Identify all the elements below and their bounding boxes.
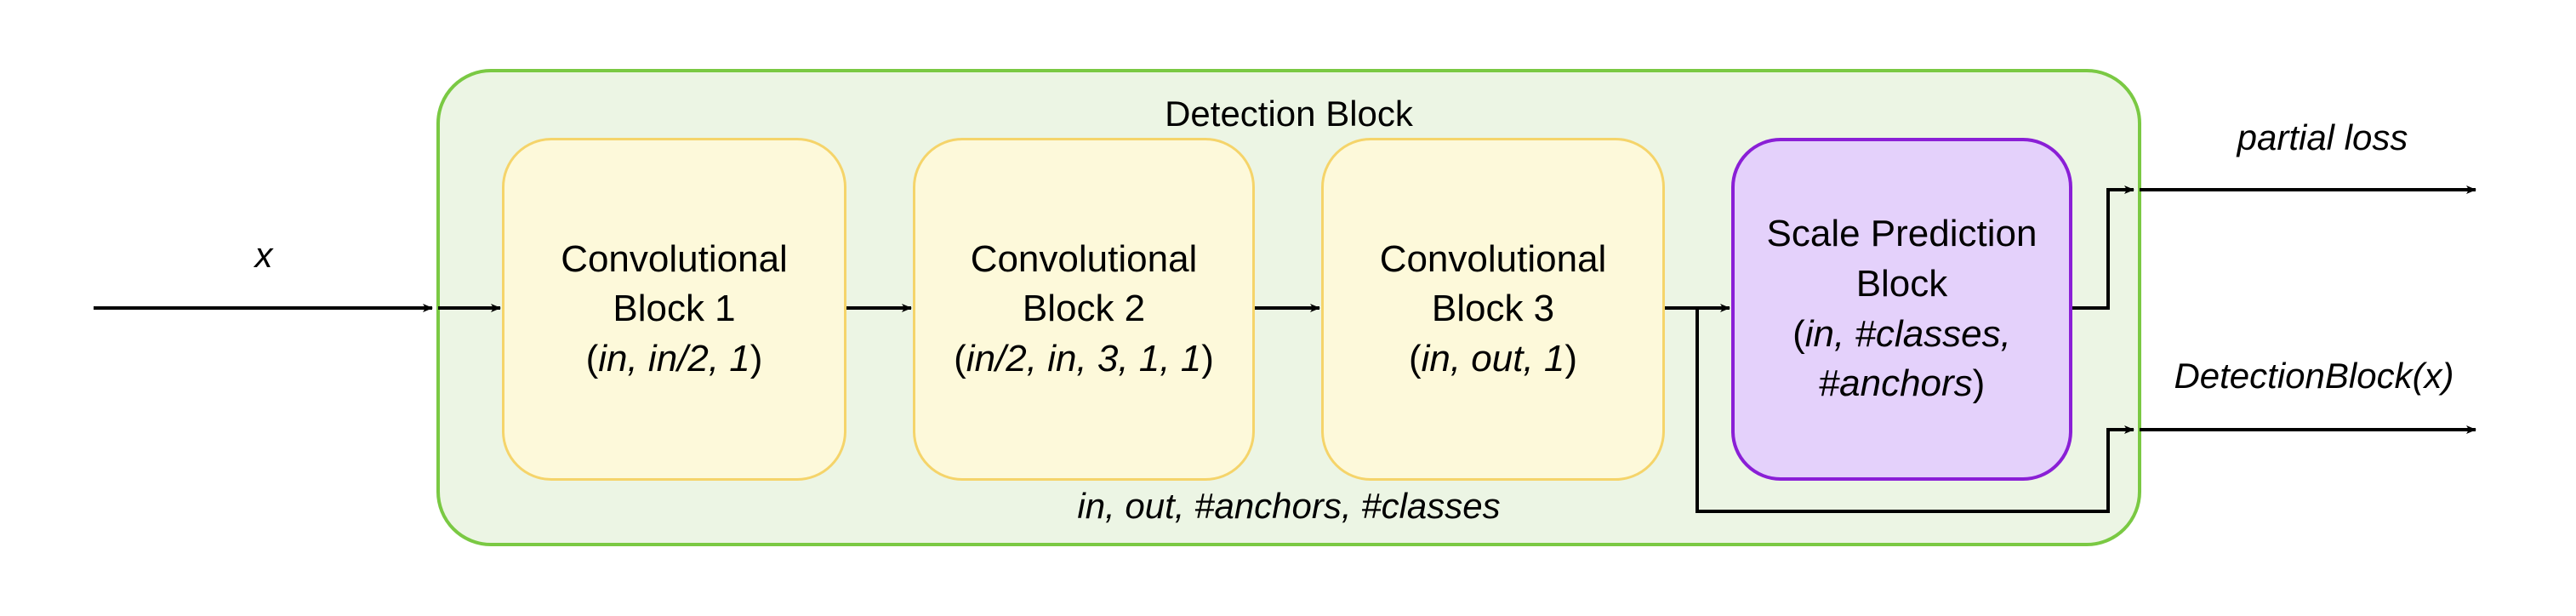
block-args: (in/2, in, 3, 1, 1) (954, 337, 1214, 379)
output-label-partial-loss: partial loss (2237, 117, 2408, 157)
convolutional-block-3: Convolutional Block 3 (in, out, 1) (1321, 138, 1665, 481)
input-label: x (254, 235, 273, 275)
block-args: (in, out, 1) (1408, 337, 1578, 379)
block-title-line: Block (1855, 262, 1948, 305)
container-params: in, out, #anchors, #classes (1077, 486, 1501, 526)
output-label-detection: DetectionBlock(x) (2174, 356, 2454, 396)
block-title-line: Convolutional (561, 237, 788, 280)
convolutional-block-2: Convolutional Block 2 (in/2, in, 3, 1, 1… (913, 138, 1255, 481)
block-args: #anchors) (1818, 362, 1986, 405)
block-args-text: in, in/2, 1 (598, 337, 750, 379)
block-title-line: Block 1 (613, 288, 736, 330)
block-args-text: in/2, in, 3, 1, 1 (966, 337, 1202, 379)
convolutional-block-1: Convolutional Block 1 (in, in/2, 1) (502, 138, 846, 481)
container-title: Detection Block (1165, 94, 1413, 134)
block-title-line: Convolutional (1379, 237, 1607, 280)
block-args: (in, #classes, (1792, 312, 2011, 355)
arrow-skip-output (1695, 308, 2134, 513)
arrow-scale-output (2072, 185, 2134, 310)
block-title-line: Block 3 (1431, 288, 1555, 330)
block-title-line: Scale Prediction (1766, 213, 2037, 255)
block-args-text: in, out, 1 (1421, 337, 1565, 379)
block-args-text: in, #classes, (1804, 312, 2011, 355)
scale-prediction-block: Scale Prediction Block (in, #classes, #a… (1731, 138, 2072, 481)
block-title-line: Convolutional (970, 237, 1198, 280)
block-args: (in, in/2, 1) (585, 337, 763, 379)
block-title-line: Block 2 (1022, 288, 1146, 330)
block-args-text: #anchors (1818, 362, 1973, 405)
